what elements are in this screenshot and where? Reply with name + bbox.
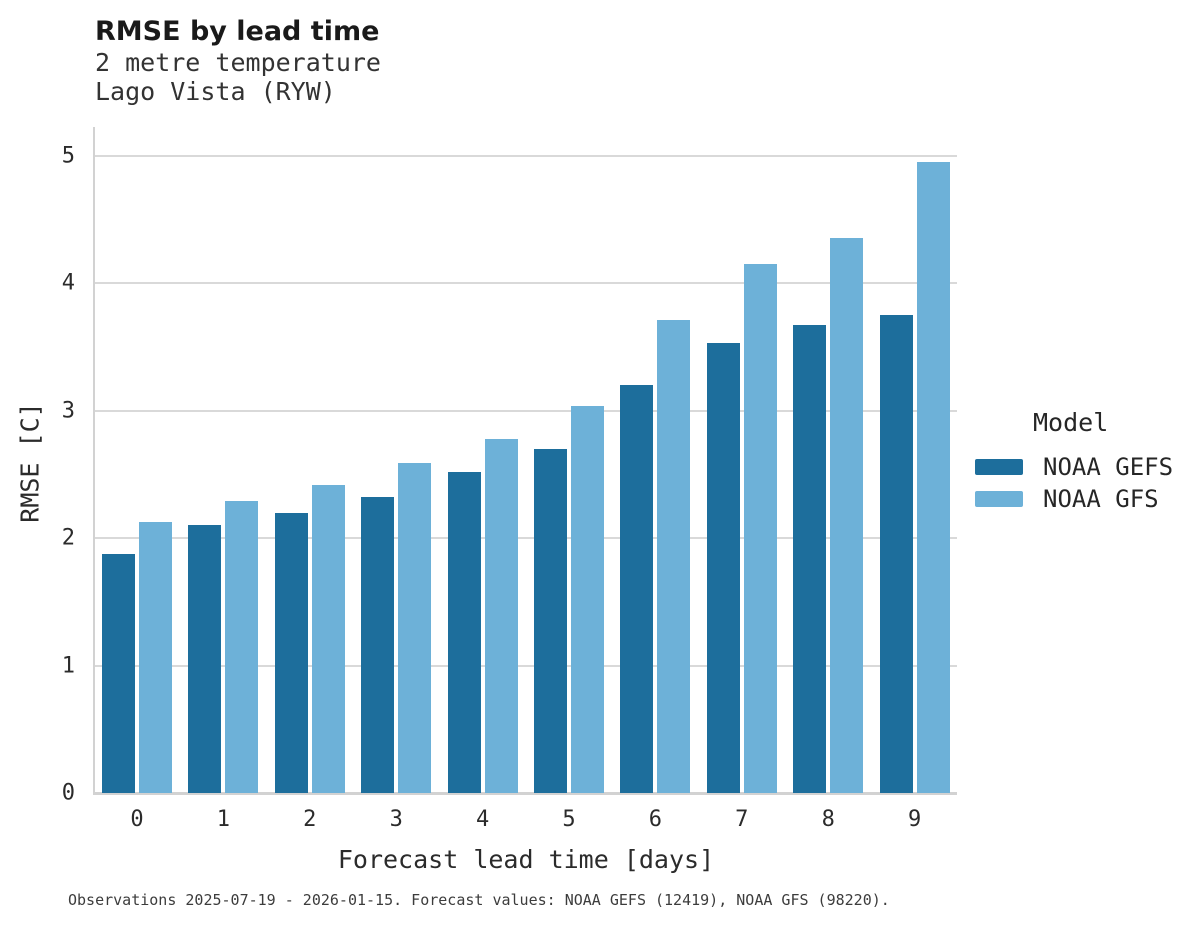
bar-noaa-gefs-day-5 (534, 449, 567, 793)
y-tick-label-5: 5 (61, 143, 75, 169)
chart-subtitle-location: Lago Vista (RYW) (95, 77, 336, 107)
chart-title: RMSE by lead time (95, 16, 380, 47)
bar-noaa-gefs-day-4 (447, 471, 481, 793)
legend-title: Model (1033, 408, 1109, 437)
bar-noaa-gfs-day-2 (311, 484, 345, 793)
bar-noaa-gefs-day-7 (706, 343, 740, 793)
bar-noaa-gfs-day-0 (139, 521, 172, 793)
y-tick-label-4: 4 (61, 270, 75, 296)
legend-item-gfs: NOAA GFS (975, 483, 1173, 515)
x-tick-label-4: 4 (475, 807, 490, 832)
x-tick-label-7: 7 (735, 807, 749, 832)
x-tick-label-2: 2 (303, 807, 317, 832)
x-tick-label-8: 8 (821, 807, 835, 832)
gridline-y-5 (95, 155, 957, 157)
x-tick-label-0: 0 (130, 807, 144, 832)
footer-caption: Observations 2025-07-19 - 2026-01-15. Fo… (68, 891, 890, 909)
legend-item-gefs: NOAA GEFS (975, 451, 1173, 483)
gefs-swatch-icon (975, 459, 1023, 475)
bar-noaa-gfs-day-1 (225, 501, 259, 793)
x-axis-spine (95, 792, 957, 795)
x-tick-label-3: 3 (389, 807, 403, 832)
bar-noaa-gefs-day-1 (188, 525, 222, 793)
bar-noaa-gefs-day-9 (879, 315, 913, 793)
bar-noaa-gfs-day-7 (743, 264, 777, 793)
x-tick-label-6: 6 (648, 807, 663, 832)
y-tick-label-2: 2 (61, 525, 75, 551)
bar-noaa-gefs-day-2 (274, 512, 308, 793)
gridline-y-2 (95, 537, 957, 540)
bar-noaa-gefs-day-0 (102, 553, 135, 793)
bar-noaa-gefs-day-3 (361, 497, 395, 793)
x-tick-label-9: 9 (907, 807, 922, 832)
title-block: RMSE by lead time 2 metre temperature La… (95, 16, 381, 106)
legend: Model NOAA GEFS NOAA GFS (975, 408, 1173, 515)
gridline-y-1 (95, 664, 957, 667)
bar-noaa-gefs-day-8 (793, 325, 827, 793)
bar-noaa-gfs-day-8 (830, 237, 864, 793)
bar-noaa-gfs-day-5 (571, 405, 604, 793)
bar-noaa-gfs-day-9 (916, 162, 950, 793)
gridline-y-3 (95, 409, 957, 412)
bar-noaa-gfs-day-3 (398, 463, 432, 793)
y-tick-label-1: 1 (61, 653, 75, 679)
gfs-swatch-icon (975, 491, 1023, 507)
x-tick-label-5: 5 (562, 807, 576, 832)
gridline-y-4 (95, 282, 957, 285)
y-axis-spine (93, 127, 95, 795)
x-axis-label: Forecast lead time [days] (337, 845, 715, 874)
legend-item-label: NOAA GEFS (1043, 453, 1174, 481)
y-tick-label-0: 0 (61, 780, 75, 806)
legend-item-label: NOAA GFS (1043, 485, 1159, 513)
plot-area: 0 1 2 3 4 5 0 1 2 3 4 5 6 7 8 9 (62, 127, 957, 832)
y-tick-label-3: 3 (61, 398, 75, 424)
x-tick-label-1: 1 (216, 807, 231, 832)
y-axis-label: RMSE [C] (15, 402, 45, 523)
bar-noaa-gfs-day-6 (657, 320, 691, 793)
bar-noaa-gfs-day-4 (484, 438, 518, 793)
chart-subtitle-variable: 2 metre temperature (95, 48, 381, 78)
bar-noaa-gefs-day-6 (620, 385, 654, 793)
